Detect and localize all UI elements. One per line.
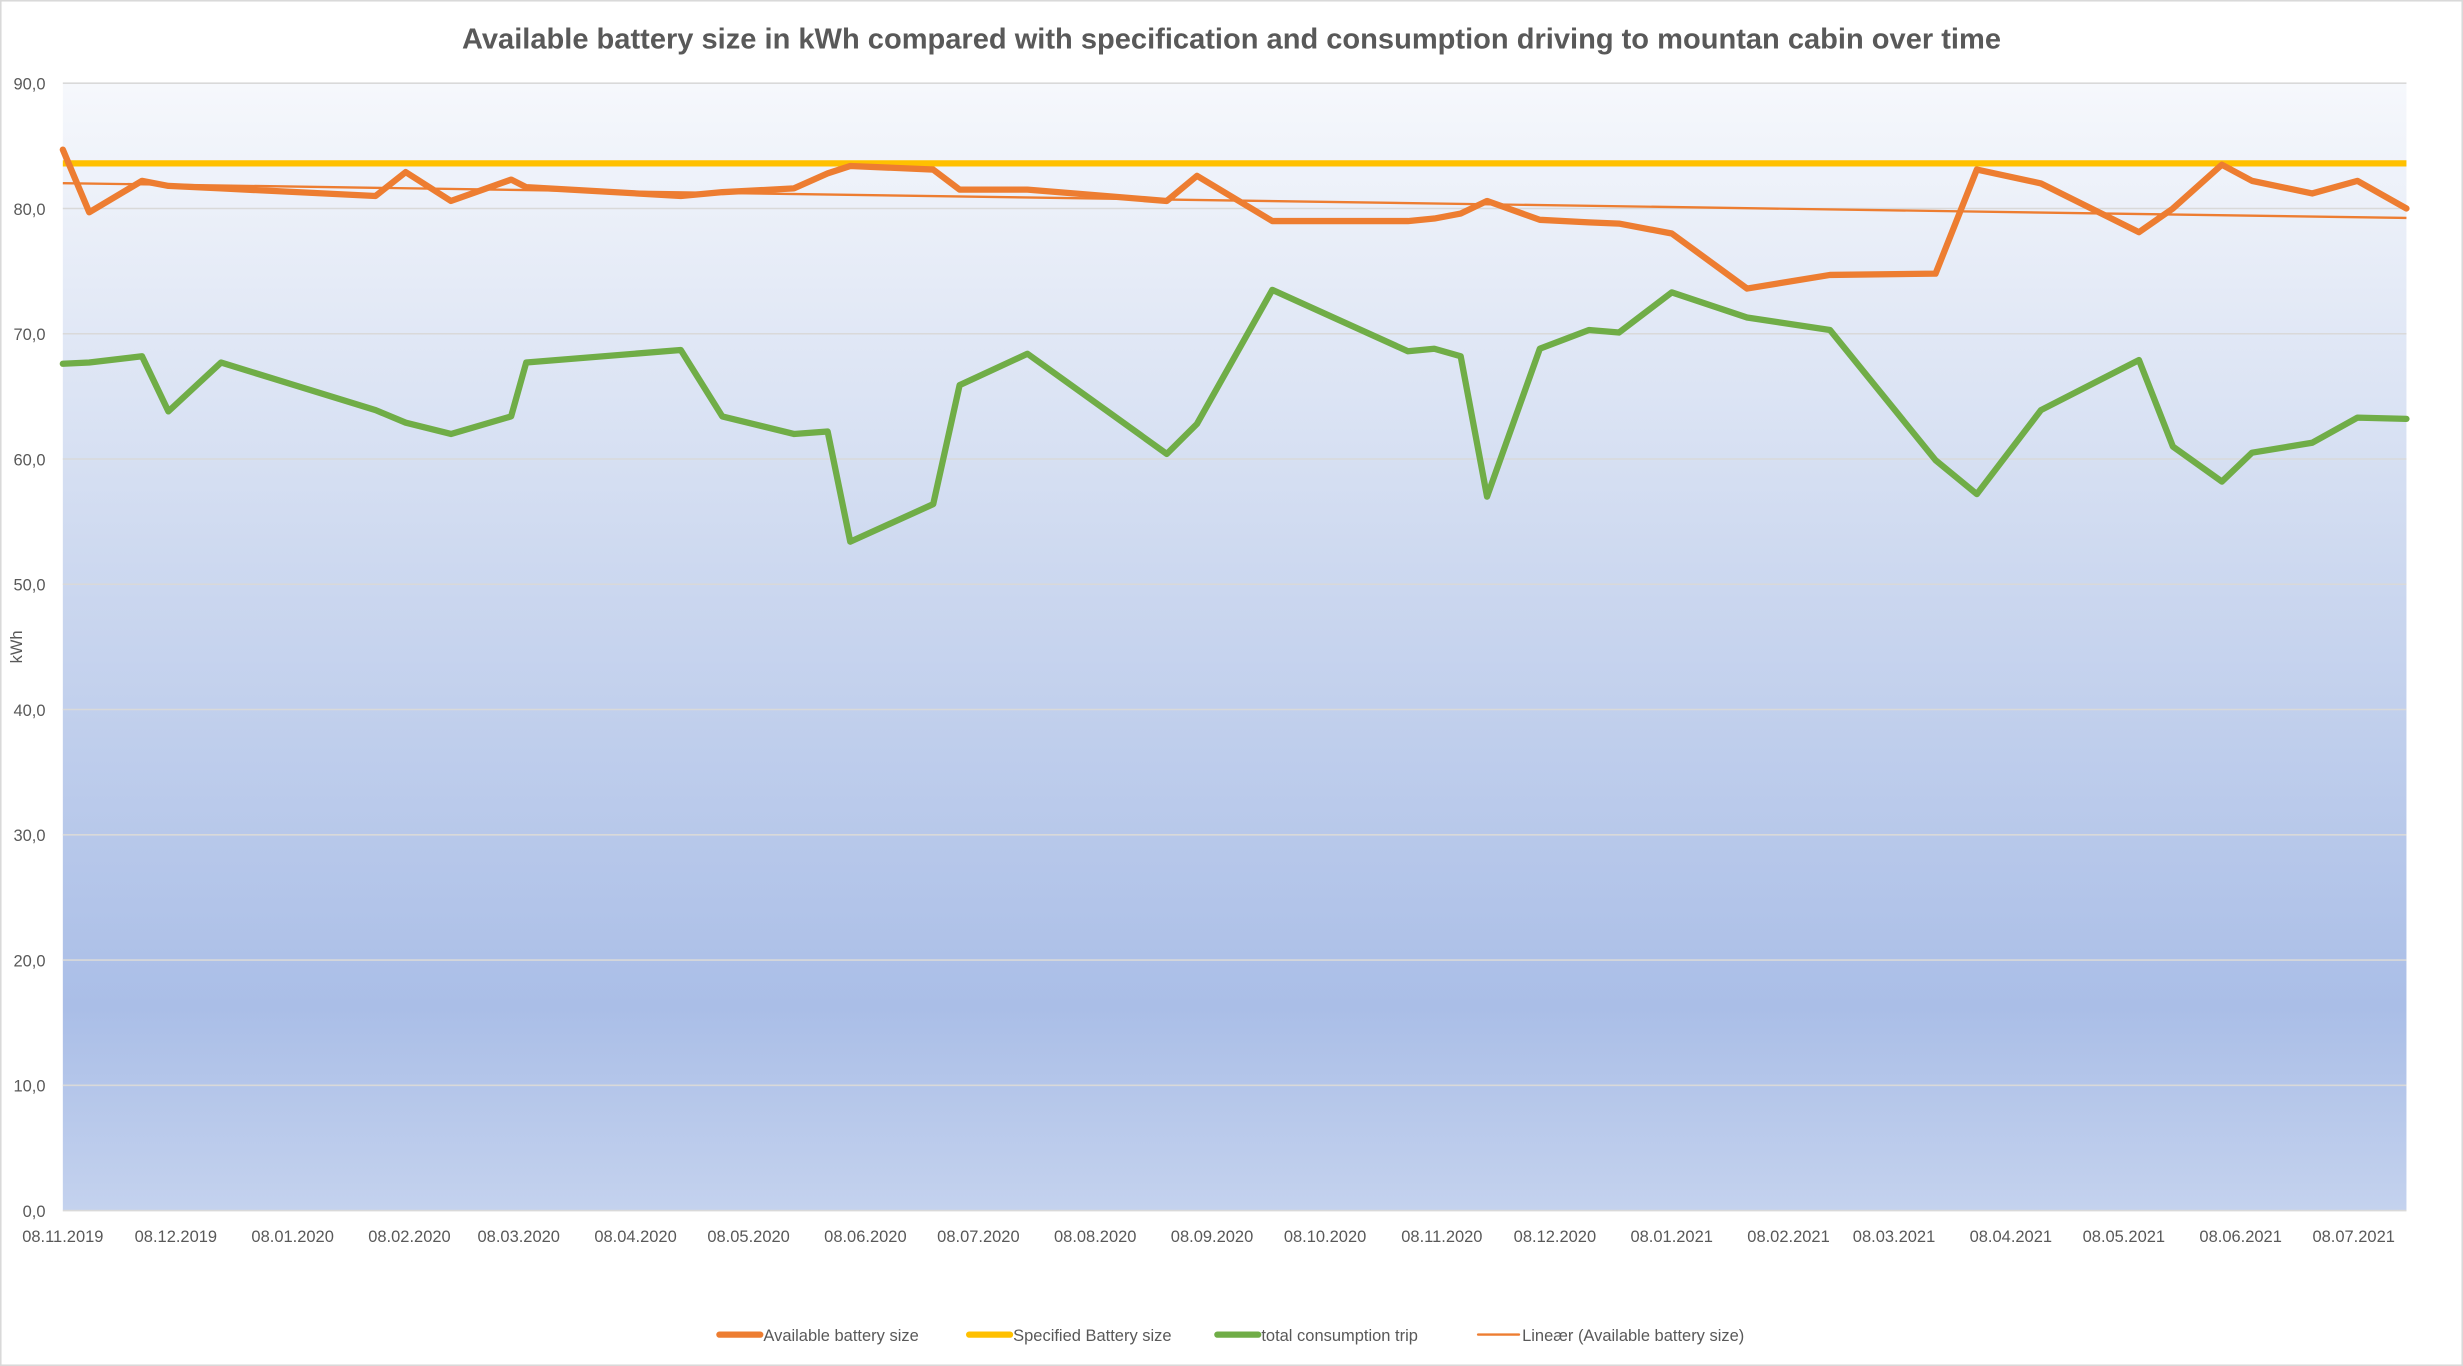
y-tick-label: 70,0 — [13, 326, 45, 344]
y-axis-label: kWh — [8, 630, 26, 663]
x-tick-label: 08.12.2019 — [135, 1228, 217, 1246]
legend-item: Lineær (Available battery size) — [1476, 1327, 1744, 1345]
y-tick-label: 60,0 — [13, 451, 45, 469]
legend-label: Specified Battery size — [1013, 1327, 1171, 1345]
x-tick-label: 08.06.2020 — [824, 1228, 906, 1246]
y-tick-label: 0,0 — [23, 1203, 46, 1221]
chart-title: Available battery size in kWh compared w… — [462, 24, 2001, 56]
y-tick-label: 40,0 — [13, 702, 45, 720]
x-tick-label: 08.10.2020 — [1284, 1228, 1366, 1246]
x-tick-label: 08.12.2020 — [1514, 1228, 1596, 1246]
legend-item: total consumption trip — [1214, 1327, 1418, 1345]
x-tick-label: 08.02.2020 — [368, 1228, 450, 1246]
x-tick-label: 08.01.2021 — [1630, 1228, 1712, 1246]
y-tick-label: 50,0 — [13, 577, 45, 595]
x-tick-label: 08.08.2020 — [1054, 1228, 1136, 1246]
x-tick-label: 08.02.2021 — [1747, 1228, 1829, 1246]
x-tick-label: 08.05.2020 — [707, 1228, 789, 1246]
y-tick-label: 90,0 — [13, 75, 45, 93]
legend-item: Available battery size — [716, 1327, 919, 1345]
x-tick-label: 08.06.2021 — [2199, 1228, 2281, 1246]
legend-item: Specified Battery size — [966, 1327, 1172, 1345]
x-tick-label: 08.04.2020 — [594, 1228, 676, 1246]
y-tick-label: 30,0 — [13, 827, 45, 845]
x-tick-label: 08.07.2021 — [2312, 1228, 2394, 1246]
x-tick-label: 08.03.2021 — [1853, 1228, 1935, 1246]
x-tick-label: 08.04.2021 — [1970, 1228, 2052, 1246]
plot-area — [62, 83, 2407, 1211]
x-tick-label: 08.11.2019 — [22, 1228, 103, 1246]
y-tick-label: 20,0 — [13, 952, 45, 970]
legend-label: Lineær (Available battery size) — [1522, 1327, 1744, 1345]
x-tick-label: 08.05.2021 — [2083, 1228, 2165, 1246]
legend-label: Available battery size — [763, 1327, 918, 1345]
x-tick-label: 08.11.2020 — [1401, 1228, 1482, 1246]
x-tick-label: 08.01.2020 — [251, 1228, 333, 1246]
y-tick-label: 80,0 — [13, 201, 45, 219]
legend-label: total consumption trip — [1261, 1327, 1418, 1345]
y-tick-label: 10,0 — [13, 1078, 45, 1096]
x-tick-label: 08.09.2020 — [1171, 1228, 1253, 1246]
x-tick-label: 08.07.2020 — [937, 1228, 1019, 1246]
x-tick-label: 08.03.2020 — [478, 1228, 560, 1246]
